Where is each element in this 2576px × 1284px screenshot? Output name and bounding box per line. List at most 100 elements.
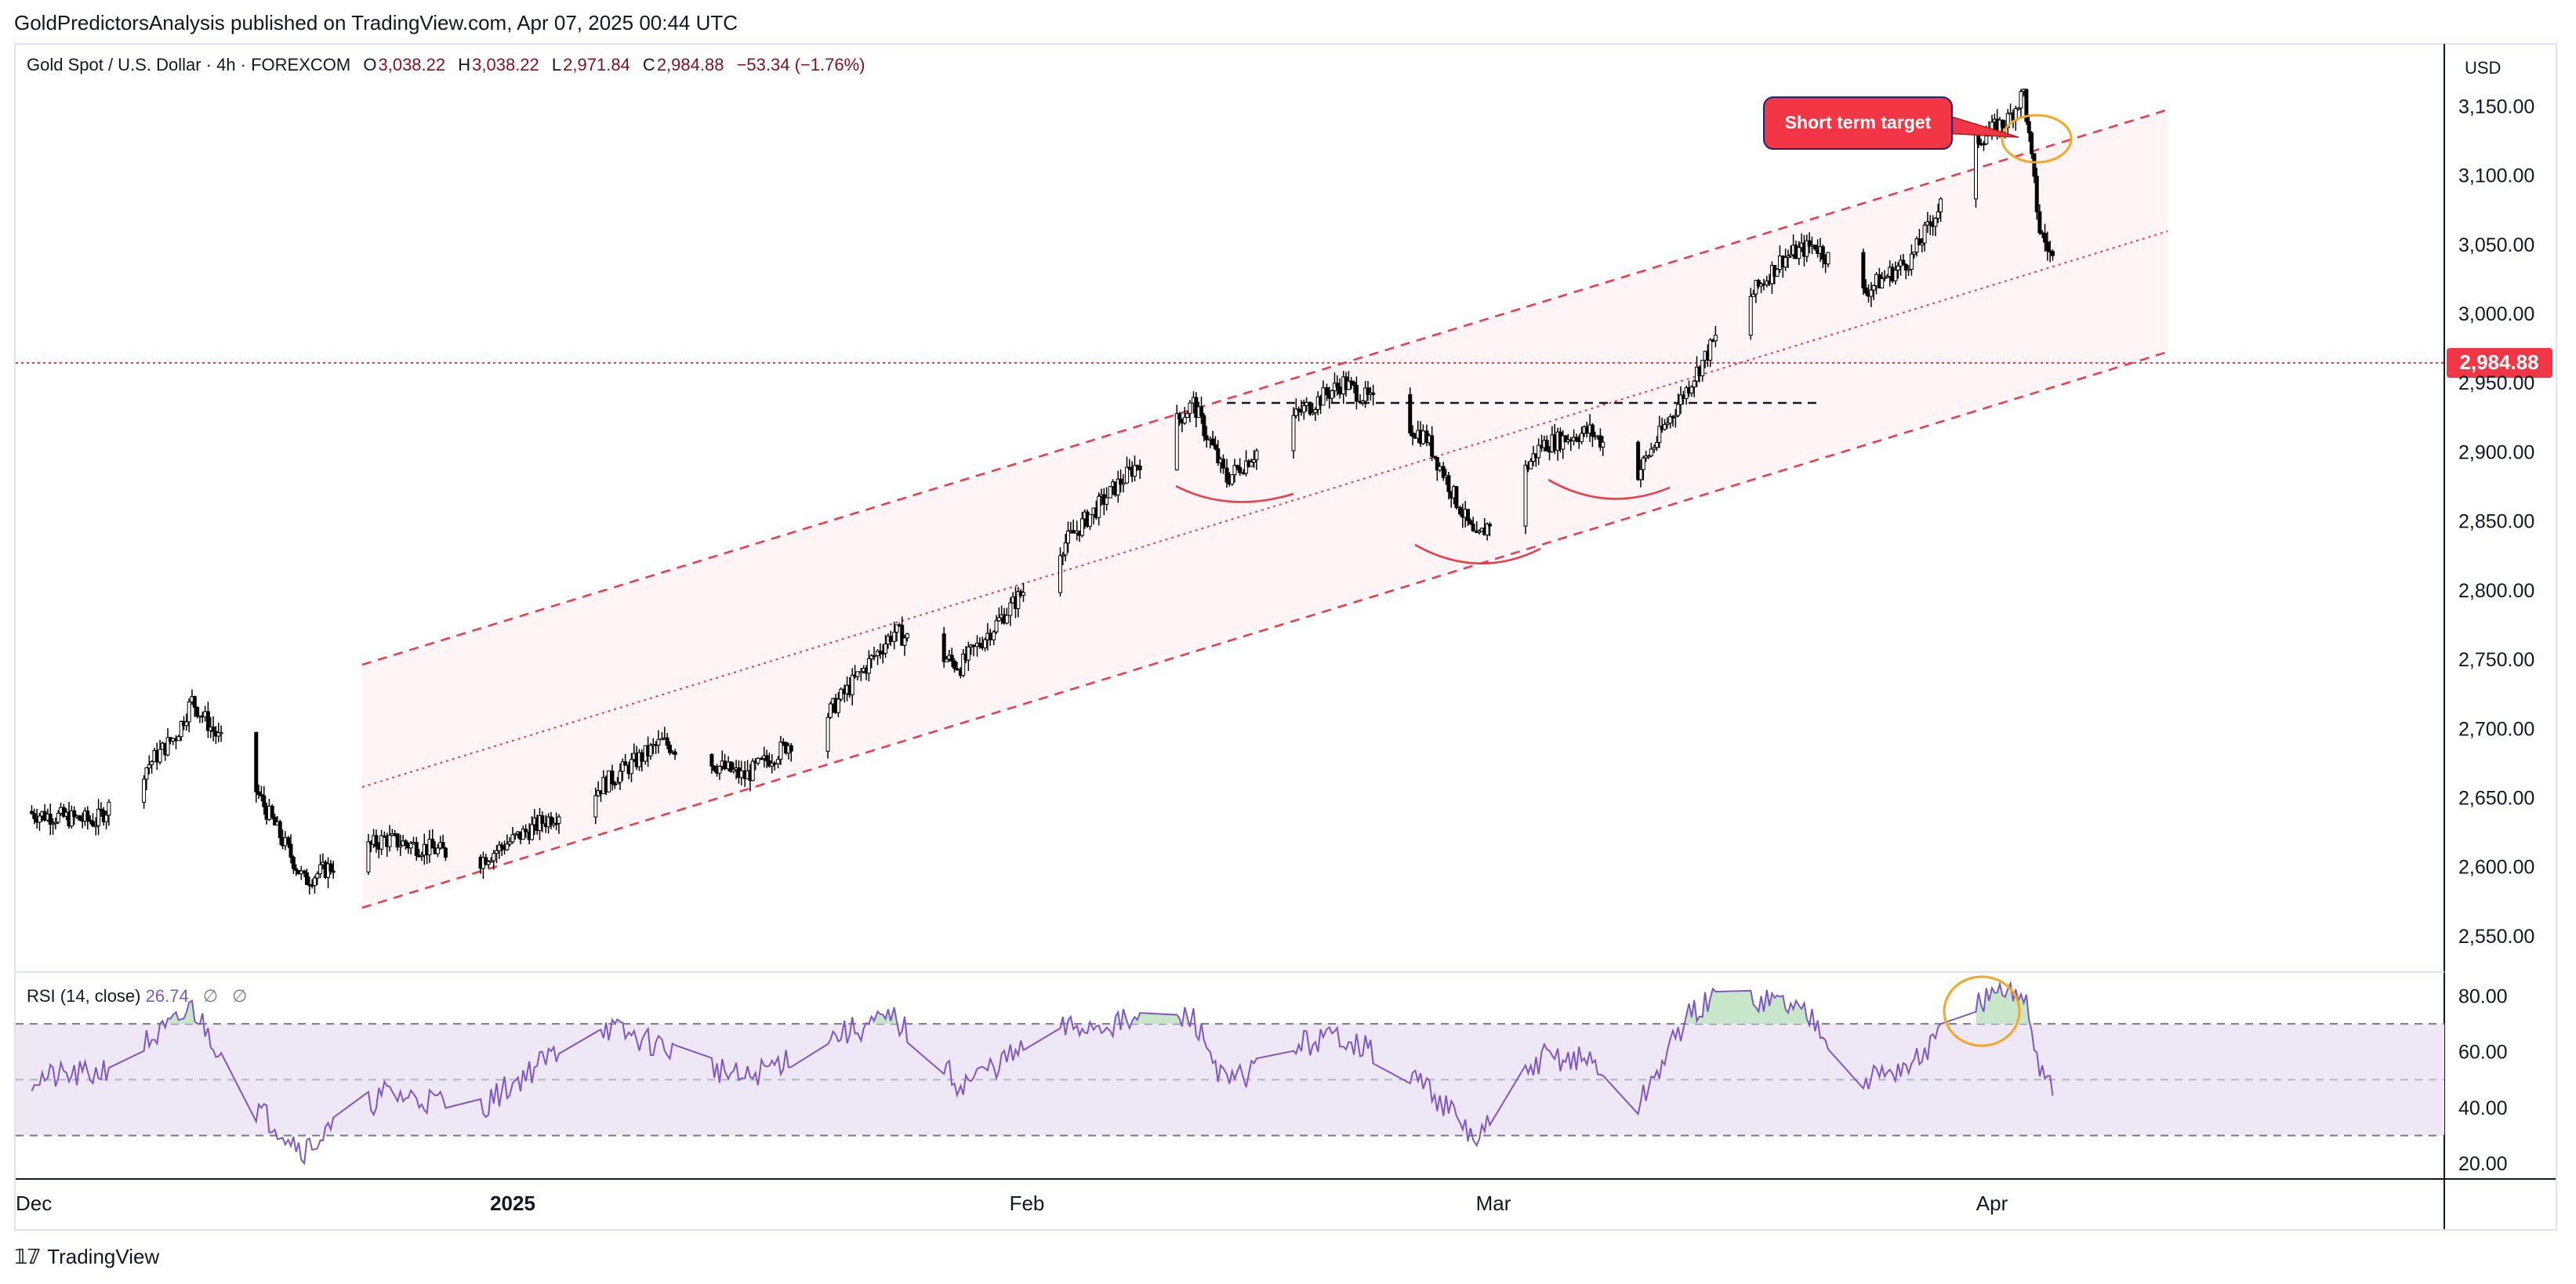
candle — [441, 834, 445, 849]
candle — [1116, 470, 1120, 503]
candle — [1188, 400, 1192, 423]
candle — [1665, 417, 1670, 429]
candle — [1754, 280, 1758, 303]
candle — [1066, 521, 1070, 553]
price-tick-label: 3,000.00 — [2458, 303, 2534, 325]
candle — [900, 616, 905, 646]
last-price-tag-text: 2,984.88 — [2459, 350, 2538, 374]
candle — [32, 808, 37, 825]
candle — [1708, 338, 1713, 368]
candle — [2026, 114, 2031, 142]
candle — [1213, 436, 1217, 451]
candle — [949, 647, 954, 667]
candle — [1807, 232, 1812, 254]
candle — [1671, 415, 1675, 427]
rsi-overbought-fill — [168, 1000, 198, 1025]
tradingview-logo[interactable]: 𝟙𝟟 TradingView — [14, 1245, 159, 1269]
candle — [858, 667, 863, 681]
price-tick-label: 2,700.00 — [2458, 718, 2534, 740]
rsi-tick-label: 40.00 — [2458, 1097, 2508, 1119]
candle — [1912, 252, 1917, 259]
support-arc-2 — [1414, 543, 1541, 564]
candle — [78, 814, 82, 821]
price-tick-label: 2,650.00 — [2458, 787, 2534, 809]
candle — [505, 834, 510, 851]
candle — [756, 757, 760, 766]
rsi-legend: RSI (14, close) 26.74 ∅ ∅ — [27, 986, 247, 1007]
rsi-line — [31, 980, 2054, 1166]
candle — [414, 836, 419, 861]
candle — [2030, 131, 2034, 159]
candle — [1574, 433, 1579, 443]
candle — [876, 649, 880, 666]
close-value: 2,984.88 — [656, 55, 724, 74]
candle — [1016, 587, 1021, 618]
candle — [90, 813, 95, 828]
candle — [179, 720, 183, 742]
candle — [507, 836, 512, 847]
currency-button[interactable]: USD — [2465, 58, 2502, 78]
candle — [1430, 426, 1435, 462]
candle — [1079, 511, 1084, 538]
candle — [254, 731, 259, 803]
rsi-overbought-fill — [611, 1019, 623, 1025]
candle — [1235, 464, 1239, 471]
candle — [1351, 380, 1356, 394]
candle — [1252, 450, 1257, 469]
candle — [1882, 270, 1887, 282]
candle — [497, 840, 502, 859]
candle — [488, 857, 493, 863]
candle — [1917, 229, 1921, 245]
candle — [1812, 245, 1817, 251]
candle — [53, 818, 58, 830]
candle — [395, 833, 400, 851]
candle — [1441, 462, 1446, 481]
candle — [1561, 430, 1566, 459]
candle — [1636, 440, 1641, 481]
candle — [1301, 399, 1306, 420]
candle — [789, 742, 793, 762]
candle — [1004, 608, 1009, 625]
candle — [1563, 434, 1568, 443]
candle — [495, 844, 499, 864]
candle — [1097, 492, 1101, 526]
candle — [382, 831, 386, 838]
candle — [262, 785, 267, 815]
candle — [1901, 253, 1906, 266]
candle — [1713, 325, 1718, 348]
candle — [1063, 534, 1068, 561]
tradingview-wordmark: TradingView — [47, 1245, 160, 1268]
candle — [996, 607, 1001, 622]
rsi-series — [16, 980, 2444, 1166]
candle — [1325, 383, 1329, 401]
price-tick-label: 3,100.00 — [2458, 165, 2534, 187]
candle — [850, 668, 854, 705]
candle — [259, 785, 263, 802]
candle — [435, 843, 440, 858]
candle — [1087, 514, 1092, 531]
symbol-name: Gold Spot / U.S. Dollar · 4h · FOREXCOM — [27, 55, 351, 74]
candle — [1371, 384, 1376, 406]
candle — [1920, 238, 1925, 253]
rsi-na-2: ∅ — [232, 986, 248, 1006]
candle — [1797, 241, 1801, 266]
candle — [1177, 412, 1182, 426]
support-arc-3 — [1547, 478, 1671, 500]
candle — [147, 755, 151, 774]
price-tick-label: 3,150.00 — [2458, 96, 2534, 118]
candle — [1454, 485, 1459, 510]
candle — [273, 814, 278, 826]
candle — [1119, 469, 1123, 493]
rsi-overbought-fill — [1976, 983, 2030, 1025]
candle — [942, 626, 946, 668]
candle — [56, 810, 60, 825]
tradingview-logo-icon: 𝟙𝟟 — [14, 1245, 41, 1268]
candle — [1230, 474, 1235, 486]
candle — [270, 804, 274, 820]
candle — [1786, 249, 1791, 269]
candle — [37, 813, 42, 831]
candle — [51, 818, 56, 836]
candle — [524, 824, 528, 838]
candle — [836, 691, 840, 718]
candle — [408, 840, 413, 855]
